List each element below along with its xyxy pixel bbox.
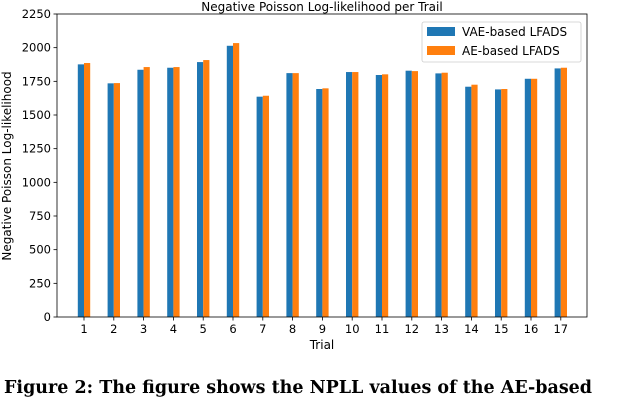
figure-caption: Figure 2: The figure shows the NPLL valu… (4, 378, 593, 398)
x-axis-label: Trial (309, 338, 335, 352)
y-tick-label: 1750 (22, 74, 51, 88)
bar-ae-trial-16 (531, 78, 538, 318)
bar-ae-trial-2 (113, 83, 120, 317)
x-tick-label: 1 (80, 322, 87, 336)
x-tick-label: 4 (170, 322, 177, 336)
bar-ae-trial-12 (411, 71, 418, 317)
x-tick-label: 12 (404, 322, 419, 336)
bar-ae-trial-4 (173, 67, 180, 317)
bar-vae-trial-13 (435, 73, 442, 317)
bar-ae-trial-9 (322, 88, 329, 317)
bar-ae-trial-15 (501, 89, 508, 317)
bar-ae-trial-6 (233, 43, 240, 317)
bar-vae-trial-17 (554, 68, 561, 317)
bar-vae-trial-1 (77, 64, 84, 318)
bar-ae-trial-17 (560, 67, 567, 318)
bar-vae-trial-3 (137, 69, 144, 317)
x-tick-label: 2 (110, 322, 117, 336)
bar-vae-trial-10 (346, 72, 353, 317)
y-tick-label: 250 (29, 276, 51, 290)
legend-swatch-vae (427, 27, 455, 36)
x-tick-label: 6 (229, 322, 236, 336)
x-tick-label: 16 (524, 322, 539, 336)
x-tick-label: 7 (259, 322, 266, 336)
y-tick-label: 750 (29, 209, 51, 223)
y-tick-label: 2000 (22, 41, 51, 55)
bar-vae-trial-11 (375, 75, 382, 317)
y-tick-label: 1250 (22, 142, 51, 156)
x-tick-label: 10 (345, 322, 360, 336)
x-tick-label: 5 (200, 322, 207, 336)
chart-title: Negative Poisson Log-likelihood per Trai… (201, 0, 442, 14)
y-tick-label: 0 (44, 310, 51, 324)
y-tick-label: 500 (29, 243, 51, 257)
x-tick-label: 9 (319, 322, 326, 336)
bar-ae-trial-1 (84, 63, 91, 318)
bar-chart: Negative Poisson Log-likelihood per Trai… (0, 0, 588, 352)
legend-swatch-ae (427, 46, 455, 55)
bar-vae-trial-12 (405, 70, 412, 317)
bar-vae-trial-2 (107, 83, 114, 317)
x-tick-label: 13 (434, 322, 449, 336)
bar-vae-trial-8 (286, 73, 293, 317)
legend-label-ae: AE-based LFADS (462, 44, 560, 58)
y-tick-label: 2250 (22, 7, 51, 21)
bar-vae-trial-14 (465, 86, 472, 317)
x-tick-label: 15 (494, 322, 509, 336)
x-tick-label: 14 (464, 322, 479, 336)
bar-vae-trial-15 (495, 89, 502, 317)
bar-vae-trial-6 (226, 45, 233, 317)
bar-ae-trial-10 (352, 72, 359, 317)
legend-box (421, 21, 582, 63)
bar-vae-trial-16 (524, 78, 531, 318)
x-tick-label: 11 (375, 322, 390, 336)
y-tick-label: 1500 (22, 108, 51, 122)
bar-ae-trial-14 (471, 84, 478, 317)
bar-ae-trial-7 (262, 95, 269, 317)
x-tick-label: 17 (553, 322, 568, 336)
legend-label-vae: VAE-based LFADS (462, 25, 567, 39)
bar-vae-trial-7 (256, 96, 263, 317)
bar-vae-trial-5 (197, 62, 204, 317)
bar-ae-trial-11 (382, 74, 389, 318)
bar-ae-trial-3 (143, 67, 150, 317)
y-tick-label: 1000 (22, 175, 51, 189)
y-axis-label: Negative Poisson Log-likelihood (0, 71, 14, 260)
bar-vae-trial-9 (316, 89, 323, 317)
legend: VAE-based LFADS AE-based LFADS (421, 21, 582, 63)
bar-ae-trial-5 (203, 60, 210, 317)
bar-ae-trial-13 (441, 72, 448, 318)
bar-ae-trial-8 (292, 73, 299, 317)
x-tick-label: 3 (140, 322, 147, 336)
x-tick-label: 8 (289, 322, 296, 336)
bar-vae-trial-4 (167, 67, 174, 318)
